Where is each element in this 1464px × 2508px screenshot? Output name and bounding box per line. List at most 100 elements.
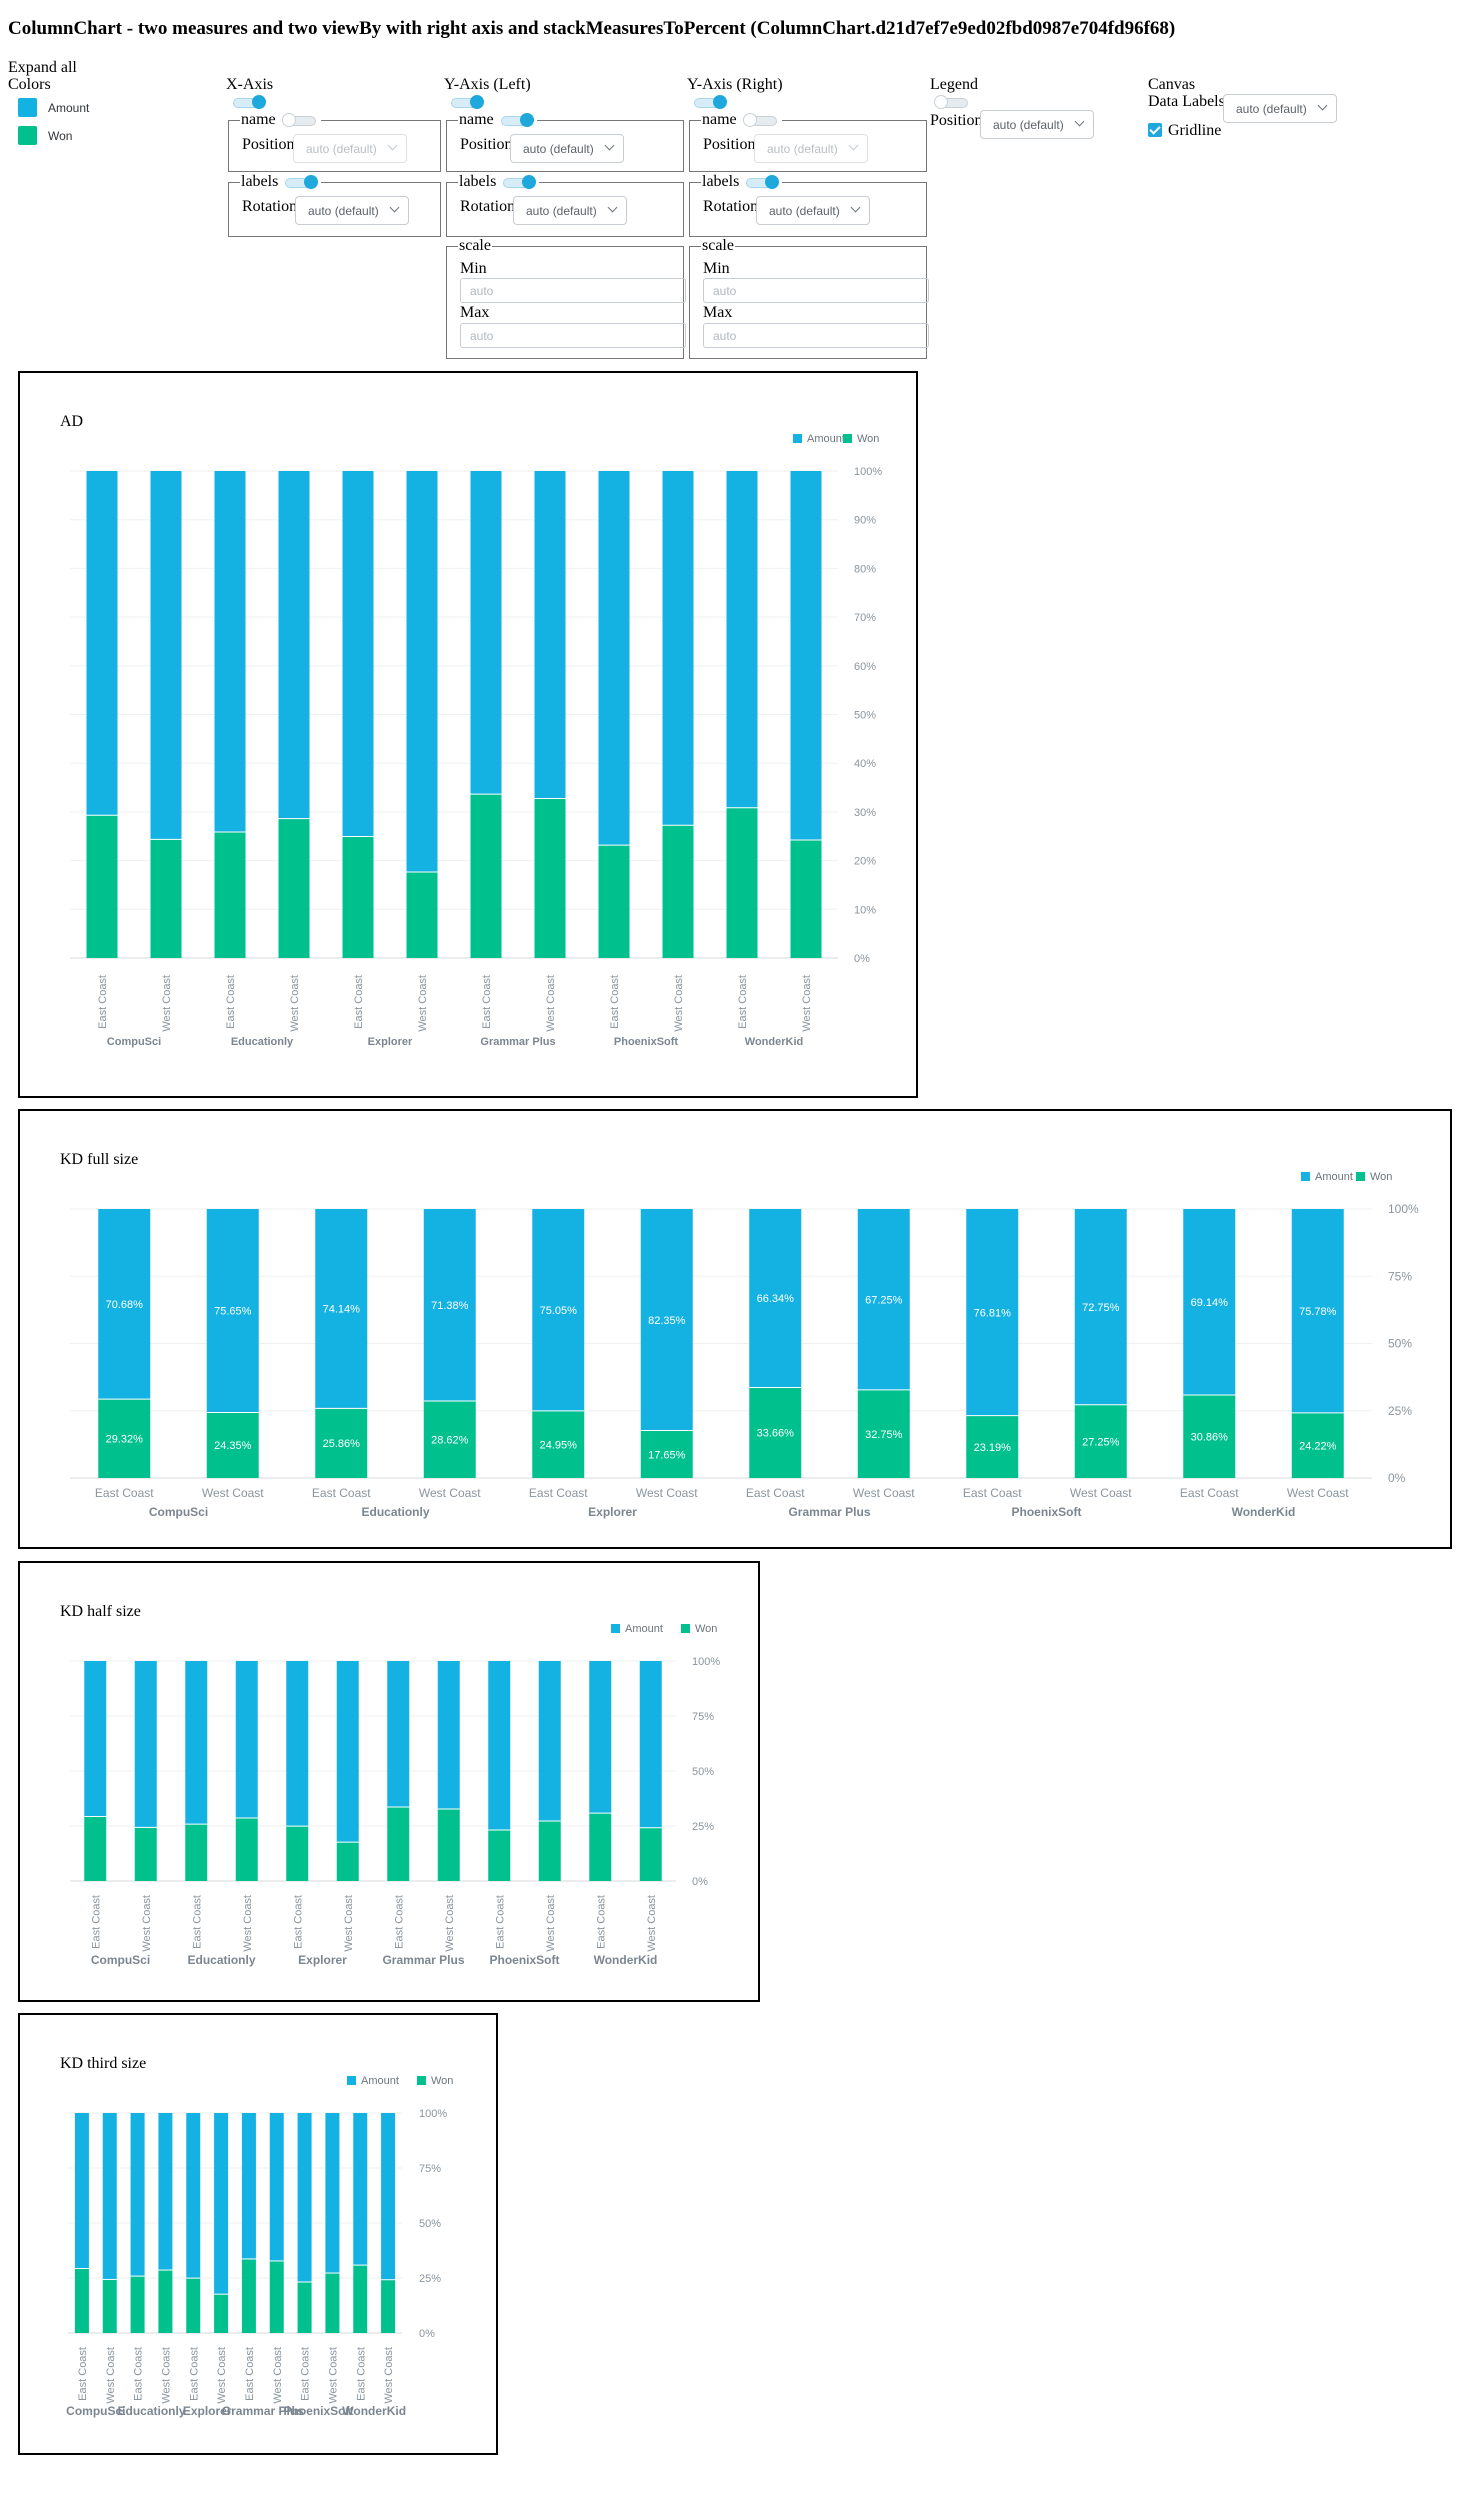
y-tick-label: 90% [854,515,876,527]
x-group-label: CompuSci [91,1953,150,1967]
x-axis-name-position-select[interactable]: auto (default) [293,134,407,163]
legend-heading: Legend [930,76,978,93]
x-category-label: West Coast [1287,1486,1349,1500]
bar-won [437,1808,460,1881]
data-labels-select[interactable]: auto (default) [1223,94,1337,123]
y-axis-left-name-toggle[interactable] [498,113,536,128]
x-category-label: East Coast [77,2347,89,2401]
y-tick-label: 75% [1388,1269,1412,1283]
y-axis-left-labels-rotation-select[interactable]: auto (default) [513,196,627,225]
bar-amount [130,2113,145,2277]
y-axis-right-max-input[interactable]: auto [703,323,929,348]
bar-amount [538,1661,561,1822]
x-axis-labels-toggle[interactable] [282,175,320,190]
bar-amount [84,1661,107,1817]
y-axis-right-name-position-select[interactable]: auto (default) [754,134,868,163]
y-axis-right-labels-rotation-select[interactable]: auto (default) [756,196,870,225]
y-tick-label: 0% [854,953,870,965]
x-category-label: East Coast [737,975,749,1029]
x-axis-toggle[interactable] [230,95,268,109]
data-label-won: 23.19% [974,1442,1012,1454]
bar-amount [214,2113,229,2295]
gridline-label: Gridline [1168,122,1222,139]
x-category-label: East Coast [353,975,365,1029]
y-axis-left-min-input[interactable]: auto [460,278,686,303]
y-tick-label: 25% [419,2273,441,2285]
x-group-label: Educationly [361,1505,429,1519]
amount-color-swatch[interactable] [18,98,37,117]
legend-label: Won [695,1623,717,1635]
y-tick-label: 100% [692,1656,720,1668]
y-tick-label: 100% [419,2108,447,2120]
y-axis-left-labels-toggle[interactable] [500,175,538,190]
bar-amount [315,1209,368,1409]
x-category-label: East Coast [1180,1486,1239,1500]
bar-won [206,1412,259,1478]
x-category-label: East Coast [609,975,621,1029]
x-category-label: West Coast [673,975,685,1032]
bar-won [790,840,822,958]
y-tick-label: 50% [419,2218,441,2230]
x-group-label: Explorer [298,1953,347,1967]
won-color-swatch[interactable] [18,126,37,145]
x-group-label: CompuSci [66,2404,125,2418]
x-category-label: West Coast [545,1895,557,1952]
bar-won [342,836,374,958]
x-axis-name-position-label: Position [242,136,295,153]
bar-amount [589,1661,612,1814]
y-axis-left-name-position-label: Position [460,136,513,153]
data-label-amount: 75.78% [1299,1306,1337,1318]
x-group-label: Explorer [368,1036,413,1048]
bar-won [470,794,502,958]
y-axis-right-toggle[interactable] [691,95,729,109]
x-category-label: East Coast [494,1895,506,1949]
y-axis-left-labels-legend: labels [458,174,539,190]
x-axis-labels-rotation-select[interactable]: auto (default) [295,196,409,225]
gridline-checkbox[interactable] [1148,123,1162,137]
canvas-heading: Canvas [1148,76,1196,93]
x-group-label: Educationly [117,2404,185,2418]
legend-swatch [417,2076,426,2085]
x-group-label: Educationly [231,1036,294,1048]
bar-amount [790,471,822,841]
bar-won [84,1816,107,1881]
expand-all-link[interactable]: Expand all [8,59,77,76]
x-group-label: Explorer [588,1505,637,1519]
y-axis-right-min-input[interactable]: auto [703,278,929,303]
x-category-label: West Coast [853,1486,915,1500]
y-axis-right-heading: Y-Axis (Right) [687,76,783,93]
y-axis-right-labels-toggle[interactable] [743,175,781,190]
bar-won [186,2278,201,2333]
chart-card-kd-third: KD third size 0% 25% 50% 75% 100% East Coast W… [18,2013,498,2455]
bar-won [134,1827,157,1881]
y-axis-left-name-position-select[interactable]: auto (default) [510,134,624,163]
x-axis-name-group: name [228,112,441,172]
x-group-label: Grammar Plus [480,1036,555,1048]
y-axis-left-max-input[interactable]: auto [460,323,686,348]
y-tick-label: 60% [854,661,876,673]
chart-kd-half-svg: 0% 25% 50% 75% 100% East Coast West Coast East … [70,1623,720,1967]
y-axis-right-name-toggle[interactable] [742,113,781,128]
x-category-label: East Coast [97,975,109,1029]
x-category-label: West Coast [272,2347,284,2404]
bar-won [1183,1394,1236,1478]
won-color-label: Won [48,129,73,143]
x-group-label: PhoenixSoft [1011,1505,1081,1519]
x-category-label: East Coast [595,1895,607,1949]
legend-position-select[interactable]: auto (default) [980,110,1094,139]
bar-won [488,1829,511,1881]
x-axis-labels-legend: labels [240,174,321,190]
legend-swatch [681,1624,690,1633]
bar-amount [241,2113,256,2259]
bar-amount [325,2113,340,2274]
x-axis-name-toggle[interactable] [281,113,320,128]
data-label-amount: 82.35% [648,1315,686,1327]
bar-amount [532,1209,585,1411]
x-category-label: East Coast [300,2347,312,2401]
bar-amount [86,471,118,816]
legend-toggle[interactable] [934,95,972,109]
y-axis-left-toggle[interactable] [448,95,486,109]
y-tick-label: 20% [854,856,876,868]
x-axis-labels-rotation-label: Rotation [242,198,298,215]
data-label-won: 28.62% [431,1435,469,1447]
